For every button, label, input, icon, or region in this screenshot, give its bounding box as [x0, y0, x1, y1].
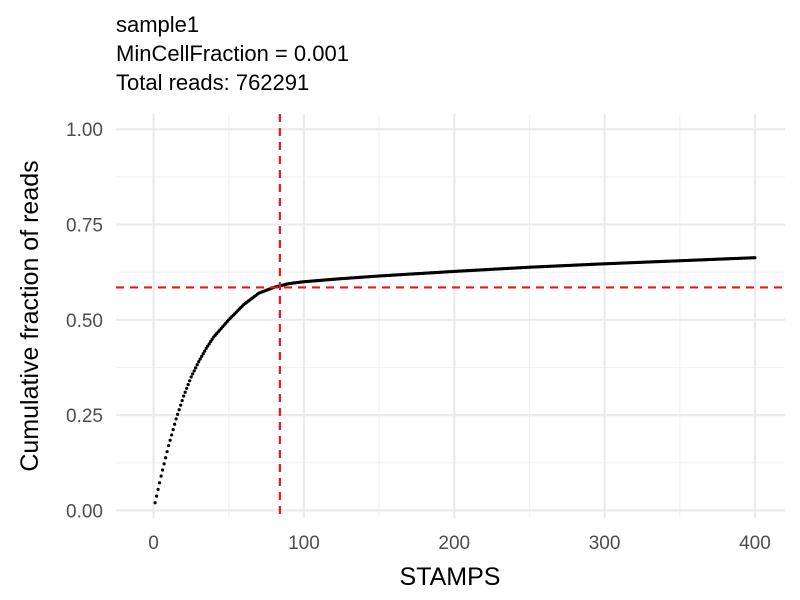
reference-lines — [116, 114, 785, 518]
data-point — [204, 346, 208, 350]
data-point — [197, 360, 201, 364]
data-point — [154, 494, 159, 498]
data-point — [185, 386, 189, 391]
data-point — [195, 363, 199, 367]
data-point — [188, 379, 192, 383]
x-tick-label: 100 — [288, 533, 320, 554]
x-axis-tick-labels: 0 100 200 300 400 — [148, 533, 770, 554]
minor-gridlines — [116, 114, 785, 518]
data-point — [168, 438, 172, 442]
data-point — [171, 427, 175, 432]
data-points — [153, 256, 757, 505]
data-point — [207, 342, 211, 346]
data-point — [186, 383, 190, 387]
data-point — [203, 349, 207, 353]
data-point — [191, 372, 195, 376]
data-point — [753, 256, 757, 260]
data-point — [162, 462, 166, 466]
data-point — [167, 443, 171, 448]
y-axis-title: Cumulative fraction of reads — [16, 160, 44, 471]
data-point — [209, 339, 213, 344]
data-point — [198, 357, 202, 361]
y-tick-label: 0.50 — [66, 311, 103, 332]
data-point — [206, 344, 210, 348]
chart-title-block: sample1 MinCellFraction = 0.001 Total re… — [116, 10, 349, 97]
y-tick-label: 1.00 — [66, 120, 103, 141]
y-tick-label: 0.75 — [66, 216, 103, 237]
data-point — [201, 352, 205, 356]
y-axis-tick-labels: 0.00 0.25 0.50 0.75 1.00 — [66, 120, 103, 522]
x-tick-label: 200 — [438, 533, 470, 554]
x-tick-label: 400 — [739, 533, 771, 554]
x-tick-label: 0 — [148, 533, 159, 554]
data-point — [177, 408, 181, 412]
data-point — [174, 417, 178, 421]
y-tick-label: 0.00 — [66, 501, 103, 522]
chart-title-line-3: Total reads: 762291 — [116, 70, 310, 95]
data-point — [210, 337, 214, 341]
data-point — [176, 412, 180, 416]
data-point — [165, 450, 169, 454]
data-point — [200, 354, 204, 358]
data-point — [170, 433, 174, 437]
data-point — [182, 394, 186, 398]
data-point — [153, 501, 157, 505]
data-point — [194, 366, 198, 370]
data-point — [173, 422, 177, 426]
data-point — [180, 399, 184, 403]
y-tick-label: 0.25 — [66, 406, 103, 427]
major-gridlines — [116, 114, 785, 518]
x-axis-title: STAMPS — [400, 563, 501, 591]
data-point — [156, 487, 160, 492]
data-point — [183, 390, 187, 394]
data-point — [161, 468, 165, 472]
chart-title-line-1: sample1 — [116, 12, 200, 37]
chart-title-line-2: MinCellFraction = 0.001 — [116, 41, 349, 66]
data-point — [189, 375, 193, 379]
data-point — [164, 456, 168, 460]
data-point — [192, 369, 196, 373]
data-point — [159, 474, 163, 478]
data-point — [179, 403, 183, 407]
data-point — [157, 481, 162, 485]
x-tick-label: 300 — [589, 533, 621, 554]
